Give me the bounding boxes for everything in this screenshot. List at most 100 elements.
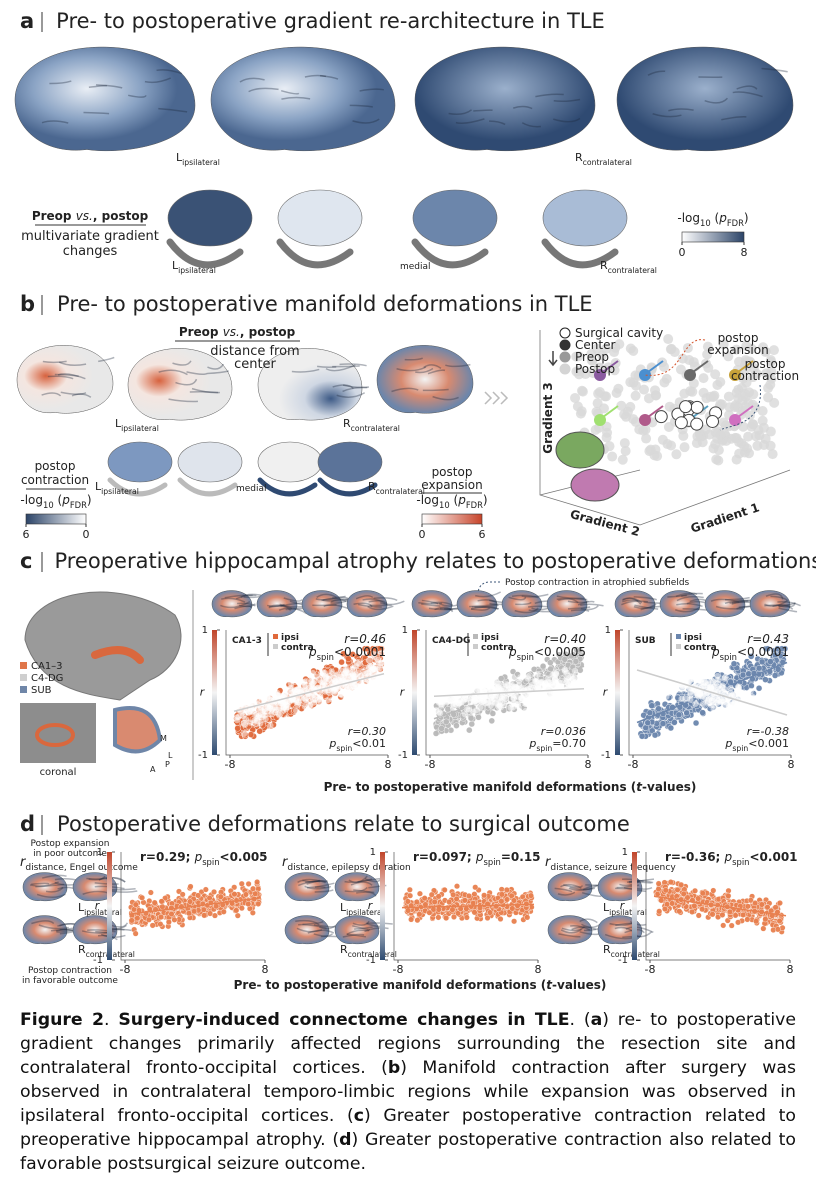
manifold-point <box>671 449 682 460</box>
manifold-point <box>723 351 734 362</box>
sulcus <box>342 384 370 389</box>
scatter-dot <box>317 670 325 677</box>
sulcus <box>312 604 337 607</box>
scatter-dot <box>525 673 532 680</box>
text-part: <0.0005 <box>534 645 586 659</box>
text-part: b <box>20 292 35 316</box>
brain-surface <box>616 46 794 152</box>
sulcus <box>373 597 398 602</box>
colorbar-tick-label: 6 <box>479 528 486 541</box>
scatter-dot <box>680 890 687 897</box>
manifold-point <box>761 368 772 379</box>
state-arrow <box>602 360 619 373</box>
scatter-dot <box>432 730 440 737</box>
annotation: in favorable outcome <box>22 976 118 986</box>
x-tick-label: 8 <box>262 963 269 976</box>
x-tick-label: -8 <box>225 758 236 771</box>
scatter-dot <box>665 689 673 697</box>
y-tick-label: 1 <box>370 847 376 858</box>
scatter-dot <box>510 674 517 682</box>
scatter-dot <box>558 694 566 702</box>
scatter-dot <box>470 900 477 907</box>
legend-swatch <box>20 674 27 681</box>
sulcus <box>352 118 380 124</box>
text-part: Postop contraction <box>28 966 112 976</box>
scatter-dot <box>286 698 293 705</box>
scatter-dot <box>416 890 423 897</box>
manifold-point <box>731 387 742 398</box>
scatter-dot <box>655 880 662 887</box>
scatter-dot <box>491 689 498 696</box>
sulcus <box>339 363 367 367</box>
text-part: <0.005 <box>220 850 268 864</box>
manifold-point <box>619 409 630 420</box>
text-part: -values) <box>642 780 696 794</box>
stat-contra: pspin<0.01 <box>328 737 386 753</box>
text-part: spin <box>484 857 501 867</box>
sulcus <box>186 371 208 376</box>
legend-swatch <box>20 662 27 669</box>
sulcus <box>238 603 256 608</box>
scatter-dot <box>709 911 716 918</box>
scatter-dot <box>497 915 504 922</box>
scatter-dot <box>147 889 154 896</box>
scatter-dot <box>518 695 526 703</box>
scatter-dot <box>404 898 411 905</box>
manifold-point <box>763 392 774 403</box>
text-part: ) <box>87 493 92 507</box>
manifold-point <box>598 403 609 414</box>
scatter-dot <box>774 705 781 712</box>
annotation-arrow <box>644 339 706 376</box>
stat-ipsi: r=0.40 <box>544 632 586 646</box>
scatter-dot <box>638 733 646 740</box>
manifold-point <box>740 388 751 399</box>
sulcus <box>521 122 541 128</box>
text-part: r=0.40 <box>544 632 586 646</box>
y-tick-label: -1 <box>93 955 103 966</box>
scatter-dot <box>753 717 760 724</box>
text-part: -log <box>20 493 43 507</box>
manifold-point <box>641 433 652 444</box>
manifold-point <box>713 445 724 456</box>
text-part: , postop <box>93 209 149 223</box>
manifold-point <box>743 431 754 442</box>
state-arrow <box>737 360 754 373</box>
scatter-dot <box>694 689 701 697</box>
scatter-dot <box>667 879 674 886</box>
text-part: p <box>457 493 466 507</box>
text-part: 1 <box>402 625 408 636</box>
orientation-label: L <box>168 751 173 760</box>
text-part: <0.0001 <box>334 645 386 659</box>
scatter-dot <box>443 718 450 726</box>
x-tick-label: -8 <box>645 963 656 976</box>
x-tick-label: -8 <box>120 963 131 976</box>
legend-swatch <box>676 644 681 649</box>
subcortical <box>177 441 243 483</box>
brain-surface <box>14 46 196 152</box>
brain-surface <box>16 345 114 414</box>
sulcus <box>448 109 473 116</box>
scatter-dot <box>498 898 505 905</box>
sulcus <box>168 398 198 403</box>
scatter-dot <box>465 892 472 899</box>
scatter-dot <box>340 650 347 657</box>
scatter-dot <box>470 708 477 716</box>
caption-part: . ( <box>569 1010 591 1030</box>
scatter-dot <box>263 695 271 702</box>
scatter-dot <box>730 691 737 698</box>
sulcus <box>362 598 386 605</box>
sulcus <box>98 356 115 363</box>
sulcus <box>41 392 62 397</box>
scatter-dot <box>680 672 688 679</box>
scatter-dot <box>238 880 245 887</box>
text-part: multivariate gradient <box>21 229 159 244</box>
text-part: 8 <box>585 758 592 771</box>
hippocampus <box>276 238 354 269</box>
text-part: SUB <box>31 685 52 696</box>
legend-label: ipsi <box>481 633 499 643</box>
legend-marker <box>559 339 571 351</box>
scatter-dot <box>479 675 487 683</box>
scatter-dot <box>513 693 520 700</box>
cavity-point <box>674 416 688 430</box>
hippocampus <box>91 646 144 664</box>
